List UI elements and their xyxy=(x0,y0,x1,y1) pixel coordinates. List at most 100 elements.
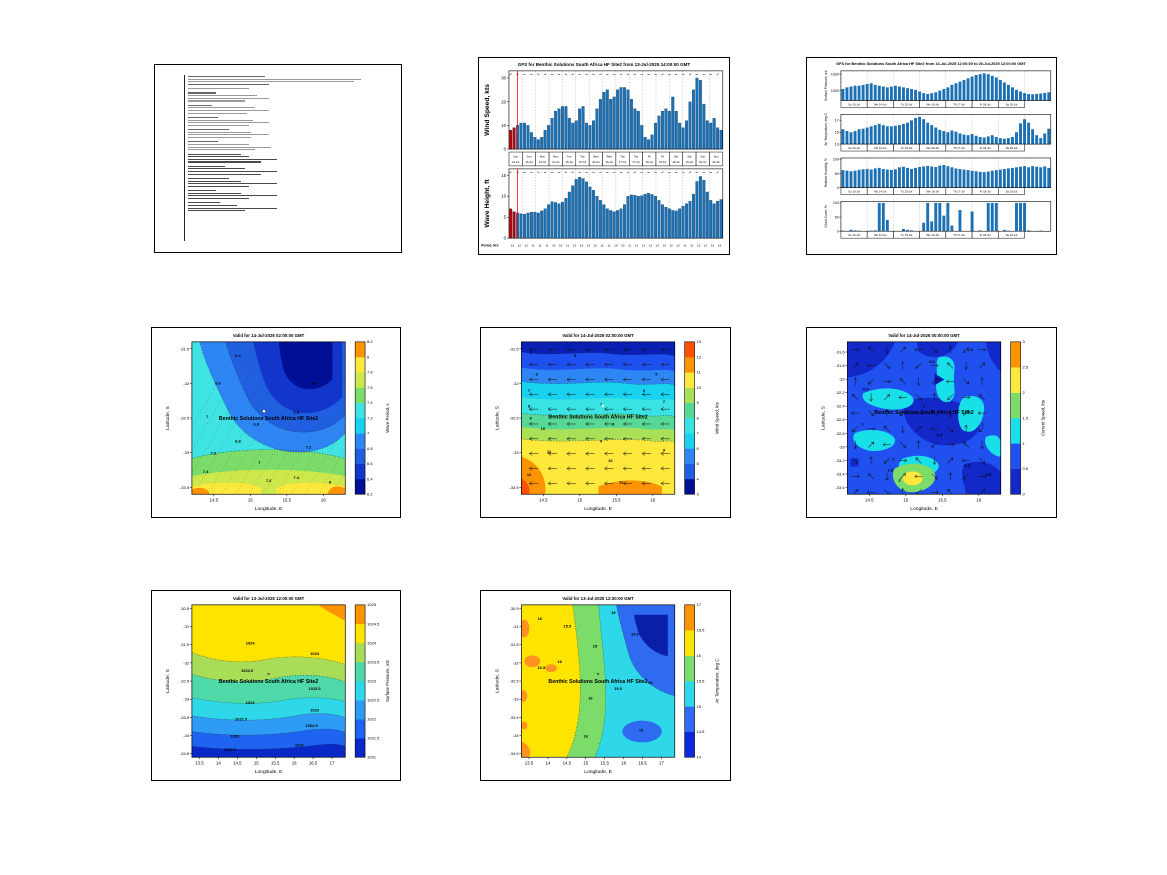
x-tick-label: 15 xyxy=(254,761,259,766)
contour-label: 15.5 xyxy=(614,686,622,691)
colorbar-tick-label: 14 xyxy=(697,755,702,760)
colorbar-tick-label: 1022.5 xyxy=(367,697,380,702)
contour-label: 1022.5 xyxy=(306,723,319,728)
x-tick-label: 16 xyxy=(650,498,655,503)
day-box-label: Fr 18-Jul xyxy=(980,233,991,237)
colorbar-segment xyxy=(355,642,366,663)
x-tick-label: 16 xyxy=(621,761,626,766)
contour-label: 0.5 xyxy=(929,359,935,364)
contour-label: 6.4 xyxy=(235,353,241,358)
colorbar-segment xyxy=(684,655,695,682)
period-value: 12 xyxy=(697,244,701,248)
x-axis-label: Longitude, E xyxy=(255,506,283,512)
day-box-label: 13-Jul xyxy=(525,160,533,164)
text-block xyxy=(188,76,391,86)
text-line xyxy=(188,83,270,86)
contour-label: 7.2 xyxy=(306,445,312,450)
contour-label: 6.6 xyxy=(215,381,221,386)
day-box-label: Sa 19-Jul xyxy=(1006,102,1018,106)
day-box-label: 20-Jul xyxy=(712,160,720,164)
y-tick-label: 1030 xyxy=(831,72,839,76)
contour-label: 1024 xyxy=(246,640,256,645)
contour-label: 6.4 xyxy=(312,381,318,386)
day-box-label: 19-Jul xyxy=(686,160,694,164)
text-line xyxy=(188,156,249,158)
colorbar-segment xyxy=(355,604,366,625)
period-value: 11 xyxy=(538,244,541,248)
day-box-label: Wed xyxy=(593,155,599,159)
x-tick-label: 14 xyxy=(545,761,550,766)
text-line xyxy=(188,76,266,78)
x-tick-label: 15 xyxy=(577,498,582,503)
period-value: 11 xyxy=(628,244,631,248)
day-box-label: Sun xyxy=(714,155,719,159)
colorbar-label: Wind Speed, kts xyxy=(714,401,719,433)
contour-label: 7.4 xyxy=(203,469,209,474)
wind-wave-chart-panel: GFS for Benthic Solutions South Africa H… xyxy=(478,57,730,255)
day-box-label: Mo 14-Jul xyxy=(874,146,887,150)
colorbar-tick-label: 4 xyxy=(697,476,700,481)
colorbar-segment xyxy=(355,738,366,758)
period-value: 11 xyxy=(600,244,603,248)
y-tick-label: -32.5 xyxy=(180,416,190,421)
text-line xyxy=(188,97,270,99)
colorbar-segment xyxy=(355,387,366,404)
colorbar-segment xyxy=(684,604,695,631)
contour-label: 16.5 xyxy=(537,665,545,670)
air-temperature-field: 16 15 15.5 14.5 15 16 16.5 15.5 15 16 15 16 Benthic … xyxy=(521,604,675,758)
y-tick-label: -33 xyxy=(513,697,520,702)
text-line xyxy=(188,81,355,83)
colorbar-tick-label: 11 xyxy=(697,370,702,375)
x-axis-label: Longitude, E xyxy=(255,769,283,775)
contour-label: 7 xyxy=(206,414,209,419)
day-box-label: Fri xyxy=(661,155,665,159)
day-box-label: Th 17-Jul xyxy=(953,102,965,106)
colorbar-segment xyxy=(355,681,366,701)
contour-label: 1 xyxy=(862,422,865,427)
air-temperature-bars xyxy=(841,116,1051,145)
day-box-label: 14-Jul xyxy=(552,160,560,164)
colorbar-segment xyxy=(684,372,695,388)
day-box-label: Sat xyxy=(674,155,678,159)
x-tick-label: 16.5 xyxy=(309,761,318,766)
day-box-label: We 16-Jul xyxy=(927,189,940,193)
day-box-label: Mo 14-Jul xyxy=(874,189,887,193)
contour-label: 5 xyxy=(655,371,658,376)
temp_map-title: Valid for 13-Jul-2025 12:00:00 GMT xyxy=(562,596,634,601)
contour-label: 0.5 xyxy=(986,472,992,477)
colorbar-tick-label: 2.5 xyxy=(1023,365,1029,370)
y-tick-label: 0 xyxy=(837,230,839,234)
period-value: 11 xyxy=(635,244,638,248)
text-line xyxy=(188,202,221,204)
y-tick-label: -34 xyxy=(513,733,520,738)
colorbar-tick-label: 8 xyxy=(367,354,370,359)
pressure_map-title: Valid for 13-Jul-2025 12:00:00 GMT xyxy=(233,596,305,601)
contour-label: 1021.5 xyxy=(224,747,237,752)
colorbar-tick-label: 3 xyxy=(1023,339,1026,344)
colorbar-label: Wave Period, s xyxy=(385,403,390,433)
y-tick-label: -33.5 xyxy=(180,715,190,720)
y-tick-label: -31.5 xyxy=(180,642,190,647)
day-box-label: 16-Jul xyxy=(606,160,614,164)
colorbar-tick-label: 3 xyxy=(697,492,700,497)
contour-label: 4 xyxy=(529,350,532,355)
contour-label: 7 xyxy=(663,399,666,404)
y-tick-label: 20 xyxy=(501,99,506,104)
period-value: 10 xyxy=(559,244,563,248)
contour-label: 16 xyxy=(588,695,593,700)
text-line xyxy=(188,177,229,179)
contour-label: 8 xyxy=(528,403,531,408)
colorbar-segment xyxy=(355,433,366,449)
period-value: 12 xyxy=(593,244,597,248)
y-tick-label: -31.6 xyxy=(835,349,845,354)
y-tick-label: -32.8 xyxy=(835,431,845,436)
day-box-label: 15-Jul xyxy=(579,160,587,164)
colorbar-tick-label: 7.2 xyxy=(367,415,373,420)
colorbar-tick-label: 6.4 xyxy=(367,476,373,481)
colorbar-tick-label: 1 xyxy=(1023,441,1026,446)
colorbar-segment xyxy=(684,681,695,707)
current_map-title: Valid for 14-Jul-2025 00:00:00 GMT xyxy=(888,333,960,338)
text-line xyxy=(188,122,270,124)
colorbar-segment xyxy=(355,372,366,388)
y-tick-label: 10 xyxy=(501,194,506,199)
